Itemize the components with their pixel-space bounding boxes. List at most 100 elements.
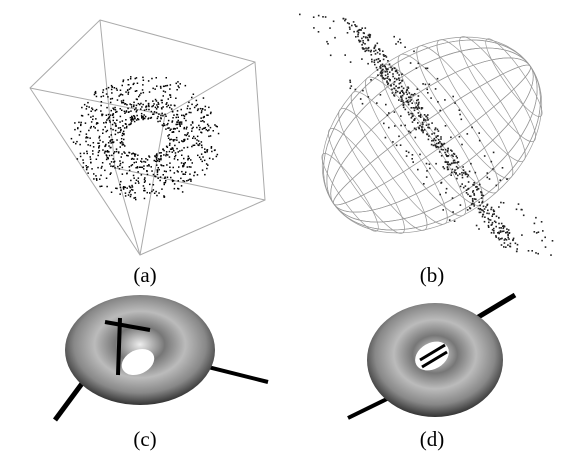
point [116, 111, 118, 113]
point [170, 148, 172, 150]
point [122, 81, 124, 83]
panel-d: (d) [348, 295, 515, 451]
point [550, 254, 552, 256]
point [114, 122, 116, 124]
point [204, 174, 206, 176]
point [463, 187, 465, 189]
point [99, 178, 101, 180]
point [105, 144, 107, 146]
point [86, 151, 88, 153]
point [391, 89, 393, 91]
point [90, 111, 92, 113]
point [416, 102, 418, 104]
point [135, 167, 137, 169]
point [208, 136, 210, 138]
point [158, 103, 160, 105]
point [313, 16, 315, 18]
point [426, 89, 428, 91]
point [379, 60, 381, 62]
point [128, 84, 130, 86]
point [468, 174, 470, 176]
point [136, 180, 138, 182]
point [204, 109, 206, 111]
point [368, 96, 370, 98]
point [148, 109, 150, 111]
point [174, 172, 176, 174]
point [349, 28, 351, 30]
point [147, 174, 149, 176]
point [176, 89, 178, 91]
point [368, 50, 370, 52]
wire-line [325, 54, 539, 216]
point [214, 149, 216, 151]
point [203, 121, 205, 123]
point [113, 141, 115, 143]
point [123, 151, 125, 153]
point [122, 173, 124, 175]
point [111, 134, 113, 136]
point [403, 104, 405, 106]
point [205, 127, 207, 128]
point [120, 90, 122, 92]
point [390, 85, 392, 87]
point [387, 73, 389, 75]
point [492, 229, 494, 231]
point [91, 168, 93, 170]
point [149, 184, 151, 186]
point [434, 132, 436, 134]
point [98, 147, 100, 149]
point [406, 155, 408, 157]
point [187, 159, 189, 161]
point [402, 100, 404, 102]
point [143, 190, 145, 192]
point [392, 73, 394, 75]
point [197, 110, 199, 112]
point [500, 227, 502, 229]
point [139, 94, 141, 96]
point [210, 112, 212, 114]
point [178, 117, 180, 119]
point [399, 87, 401, 89]
point [123, 131, 125, 133]
point [200, 108, 202, 110]
point [142, 89, 144, 91]
point [156, 112, 158, 114]
point [501, 244, 503, 246]
point [402, 95, 404, 97]
point [176, 127, 178, 128]
point [418, 106, 420, 108]
point [379, 48, 381, 50]
point [411, 102, 413, 104]
point [435, 163, 437, 165]
point [518, 203, 520, 205]
point [148, 155, 150, 157]
point [159, 120, 161, 122]
point [131, 106, 133, 108]
point [377, 52, 379, 54]
point [362, 90, 364, 92]
point [84, 104, 86, 106]
point [357, 36, 359, 38]
point [552, 240, 554, 242]
point [465, 172, 467, 174]
point [120, 142, 122, 144]
point [488, 213, 490, 215]
point [174, 188, 176, 190]
point [499, 227, 501, 229]
point [200, 159, 202, 161]
point [395, 90, 397, 92]
point [456, 155, 458, 157]
point [121, 102, 123, 104]
point [161, 102, 163, 104]
point [77, 127, 79, 129]
point [465, 185, 467, 187]
point [454, 153, 456, 155]
point [387, 114, 389, 116]
point [451, 172, 453, 174]
cube-edge [140, 115, 165, 255]
point [162, 106, 164, 108]
point [178, 151, 180, 153]
panel-a: (a) [30, 20, 265, 287]
point [395, 43, 397, 45]
point [403, 88, 405, 90]
